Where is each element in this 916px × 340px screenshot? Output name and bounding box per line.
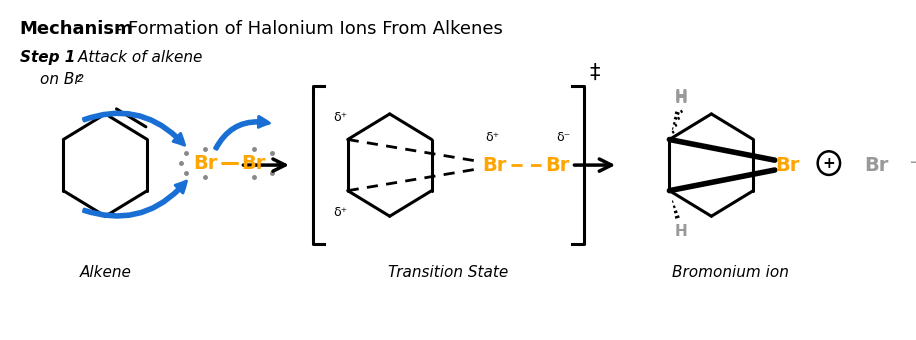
Text: Br: Br	[545, 156, 570, 174]
Text: H: H	[674, 91, 687, 106]
Text: ‡: ‡	[589, 63, 600, 83]
Text: Br: Br	[864, 156, 889, 174]
Text: Mechanism: Mechanism	[19, 20, 134, 38]
Text: : Attack of alkene: : Attack of alkene	[68, 50, 202, 65]
Text: δ⁺: δ⁺	[333, 112, 347, 124]
Text: δ⁻: δ⁻	[556, 131, 571, 144]
Text: δ⁺: δ⁺	[485, 131, 499, 144]
Text: Alkene: Alkene	[80, 265, 131, 280]
Text: H: H	[674, 224, 687, 239]
Text: - Formation of Halonium Ions From Alkenes: - Formation of Halonium Ions From Alkene…	[110, 20, 503, 38]
Text: Br: Br	[193, 154, 217, 173]
FancyArrowPatch shape	[83, 181, 187, 217]
Text: H: H	[674, 89, 687, 104]
Text: +: +	[823, 156, 835, 171]
FancyArrowPatch shape	[83, 112, 185, 145]
Text: on Br: on Br	[40, 72, 81, 87]
Text: Br: Br	[776, 156, 800, 174]
Text: Br: Br	[242, 154, 266, 173]
Text: Br: Br	[482, 156, 507, 174]
Text: Transition State: Transition State	[388, 265, 508, 280]
Text: Bromonium ion: Bromonium ion	[671, 265, 789, 280]
Text: δ⁺: δ⁺	[333, 206, 347, 219]
FancyArrowPatch shape	[214, 116, 269, 150]
Text: −: −	[908, 154, 916, 172]
Text: 2: 2	[77, 73, 84, 84]
Text: Step 1: Step 1	[19, 50, 75, 65]
